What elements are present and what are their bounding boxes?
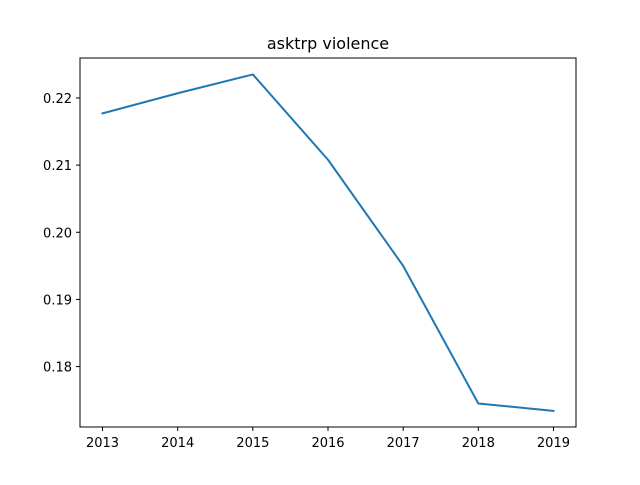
x-tick-label: 2013 [86,436,119,451]
x-tick-label: 2014 [161,436,194,451]
y-tick-label: 0.19 [43,293,72,308]
x-tick-label: 2015 [236,436,269,451]
y-tick-label: 0.20 [43,226,72,241]
x-tick-label: 2018 [462,436,495,451]
x-axis-ticks: 2013 2014 2015 2016 2017 2018 2019 [86,427,570,451]
chart-title: asktrp violence [267,34,389,53]
y-tick-label: 0.21 [43,159,72,174]
x-tick-label: 2016 [311,436,344,451]
y-tick-label: 0.22 [43,92,72,107]
plot-area-frame [79,57,577,428]
series-line [101,73,555,412]
x-tick-label: 2017 [387,436,420,451]
series-layer [101,73,555,412]
y-tick-label: 0.18 [43,361,72,376]
y-axis-ticks: 0.18 0.19 0.20 0.21 0.22 [43,92,80,376]
x-tick-label: 2019 [537,436,570,451]
